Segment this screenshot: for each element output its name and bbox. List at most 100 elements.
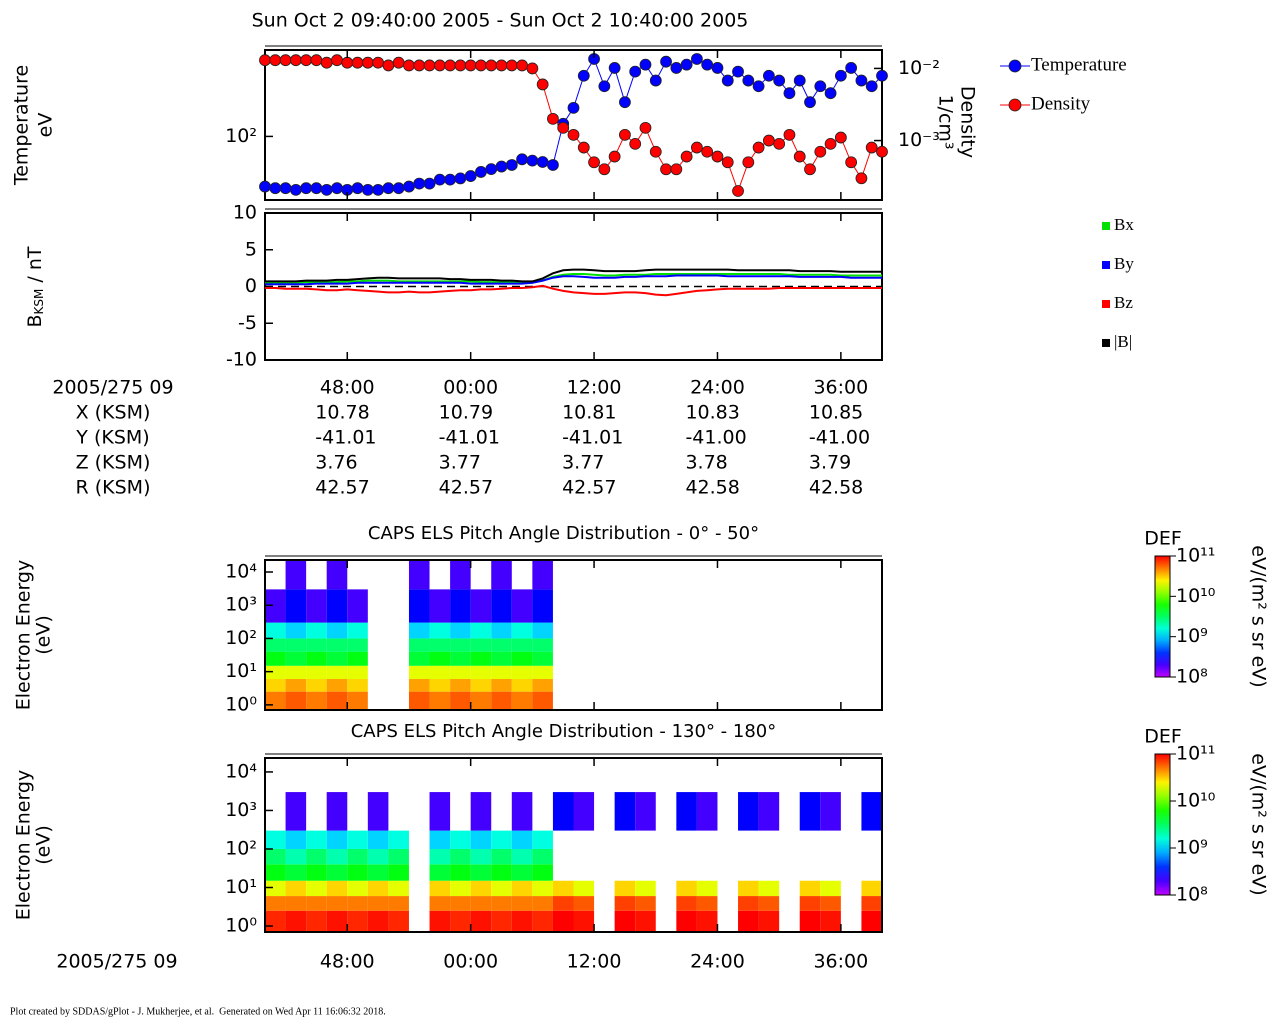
data-point (845, 62, 858, 74)
heatmap-cell (450, 896, 471, 911)
heatmap-cell (326, 910, 348, 932)
y-tick-label: 10¹ (225, 876, 257, 898)
heatmap-cell (326, 665, 348, 680)
heatmap-cell (326, 638, 348, 652)
heatmap-cell (470, 651, 492, 666)
heatmap-cell (573, 792, 595, 831)
heatmap-cell (861, 792, 882, 831)
chart-title: Sun Oct 2 09:40:00 2005 - Sun Oct 2 10:4… (252, 10, 749, 32)
data-point (526, 154, 539, 167)
heatmap-cell (738, 910, 759, 932)
ephemeris-value: -41.01 (315, 427, 376, 449)
y-tick-label: 10 (233, 202, 257, 224)
heatmap-cell (285, 830, 307, 849)
heatmap-cell (635, 896, 656, 911)
data-point (310, 182, 323, 195)
heatmap-cell (696, 896, 718, 911)
data-point (269, 182, 282, 195)
y-axis-label: Electron Energy (13, 560, 35, 711)
heatmap-cell (738, 896, 759, 911)
heatmap-cell (861, 910, 882, 932)
heatmap-cell (532, 589, 553, 623)
heatmap-cell (491, 651, 512, 666)
heatmap-cell (326, 679, 348, 692)
data-point (824, 87, 837, 100)
heatmap-cell (408, 665, 430, 680)
data-point (691, 53, 703, 65)
heatmap-cell (532, 622, 553, 639)
heatmap-cell (388, 880, 409, 897)
colorbar-tick-label: 10⁸ (1176, 884, 1208, 906)
data-point (485, 163, 498, 176)
heatmap-cell (532, 910, 553, 932)
heatmap-cell (450, 848, 471, 865)
heatmap-cell (799, 896, 821, 911)
heatmap-cell (532, 651, 553, 666)
heatmap-cell (285, 691, 307, 710)
heatmap-cell (285, 679, 307, 692)
heatmap-cell (285, 622, 307, 639)
heatmap-cell (306, 910, 327, 932)
heatmap-cell (573, 880, 595, 897)
data-point (783, 87, 796, 100)
heatmap-cell (429, 638, 451, 652)
data-point (279, 182, 292, 195)
data-point (804, 163, 816, 176)
series-line (265, 268, 882, 283)
ephemeris-value: 42.57 (562, 477, 616, 499)
heatmap-cell (758, 896, 780, 911)
heatmap-cell (491, 896, 512, 911)
data-point (649, 145, 662, 158)
heatmap-cell (367, 792, 389, 831)
colorbar-tick-label: 10⁹ (1176, 625, 1208, 647)
heatmap-cell (388, 830, 409, 849)
y-tick-label: 10⁰ (225, 693, 257, 715)
data-point (732, 65, 744, 78)
heatmap-cell (799, 792, 821, 831)
y-tick-label: 10³ (225, 799, 257, 821)
data-point (382, 182, 395, 195)
heatmap-cell (614, 880, 636, 897)
chart-title: CAPS ELS Pitch Angle Distribution - 130°… (351, 721, 777, 742)
heatmap-cell (820, 896, 841, 911)
data-point (495, 59, 508, 72)
data-point (865, 141, 878, 154)
heatmap-cell (408, 560, 430, 590)
heatmap-cell (265, 830, 286, 849)
data-point (392, 56, 405, 69)
heatmap-cell (347, 864, 368, 881)
heatmap-cell (306, 665, 327, 680)
heatmap-cell (758, 792, 780, 831)
ephemeris-value: -41.01 (562, 427, 623, 449)
data-point (516, 59, 528, 72)
heatmap-cell (408, 691, 430, 710)
heatmap-cell (367, 864, 389, 881)
heatmap-cell (450, 622, 471, 639)
ephemeris-value: -41.01 (439, 427, 500, 449)
data-point (403, 59, 415, 72)
heatmap-cell (532, 896, 553, 911)
y-tick-label: 0 (245, 275, 257, 297)
heatmap-cell (326, 622, 348, 639)
heatmap-cell (408, 589, 430, 623)
heatmap-cell (614, 896, 636, 911)
y-axis-label: Electron Energy (13, 770, 35, 921)
heatmap-cell (552, 910, 574, 932)
heatmap-cell (408, 679, 430, 692)
ephemeris-value: 3.77 (439, 452, 481, 474)
heatmap-cell (470, 679, 492, 692)
x-axis-label: 2005/275 09 (56, 951, 177, 973)
heatmap-cell (347, 589, 368, 623)
data-point (495, 160, 508, 173)
data-point (341, 56, 354, 69)
data-point (670, 62, 683, 74)
heatmap-cell (470, 589, 492, 623)
ephemeris-time: 00:00 (443, 377, 498, 399)
heatmap-cell (470, 830, 492, 849)
heatmap-cell (491, 665, 512, 680)
heatmap-cell (347, 830, 368, 849)
data-point (783, 128, 796, 141)
heatmap-cell (306, 651, 327, 666)
heatmap-cell (306, 864, 327, 881)
heatmap-cell (738, 880, 759, 897)
